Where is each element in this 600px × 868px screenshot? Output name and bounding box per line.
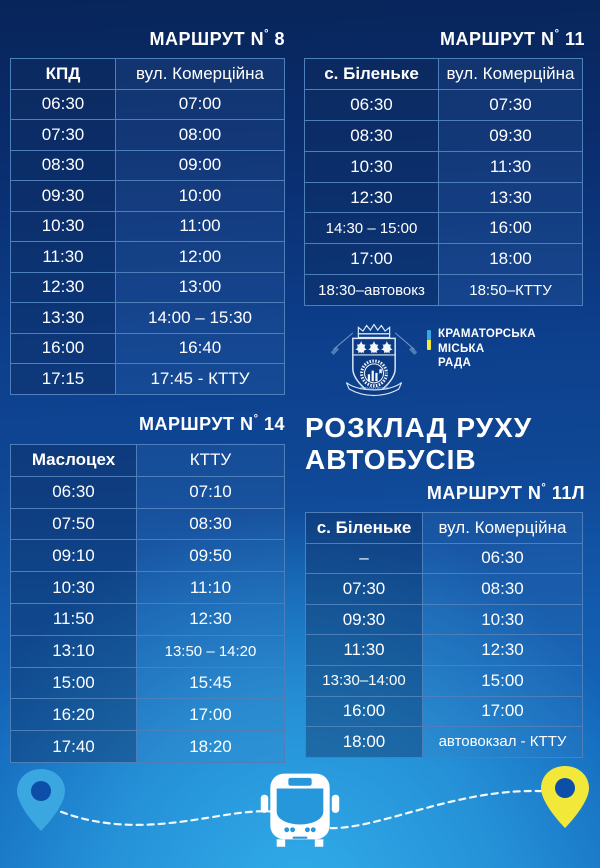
svg-text:КРАМАТОРСЬК: КРАМАТОРСЬК xyxy=(360,385,389,390)
